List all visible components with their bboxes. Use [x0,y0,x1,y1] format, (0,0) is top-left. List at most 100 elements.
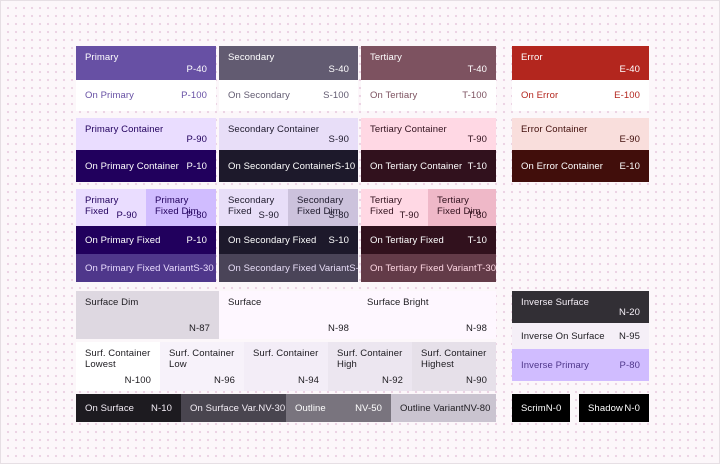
swatch-primary-container[interactable]: Primary Container P-90 [76,118,216,150]
swatch-label: Tertiary Fixed Dim [437,195,481,217]
swatch-error-container[interactable]: Error Container E-90 [512,118,649,150]
swatch-tertiary-container[interactable]: Tertiary Container T-90 [361,118,496,150]
swatch-primary-fixed[interactable]: Primary Fixed P-90 [76,189,146,226]
swatch-on-tertiary-fixed[interactable]: On Tertiary Fixed T-10 [361,226,496,254]
swatch-secondary[interactable]: Secondary S-40 [219,46,358,80]
swatch-label: Tertiary [370,52,402,63]
swatch-surface-container-high[interactable]: Surf. Container High N-92 [328,342,412,391]
swatch-value: P-100 [181,90,207,101]
swatch-label: Tertiary Container [370,124,447,135]
swatch-label: Surf. Container Lowest [85,348,151,370]
swatch-label: Tertiary Fixed [370,195,402,217]
swatch-surface[interactable]: Surface N-98 [219,291,358,339]
swatch-label: Secondary Container [228,124,320,135]
swatch-on-secondary-container[interactable]: On Secondary Container S-10 [219,150,358,182]
swatch-on-tertiary-container[interactable]: On Tertiary Container T-10 [361,150,496,182]
swatch-value: N-94 [298,375,319,386]
swatch-value: T-10 [467,234,487,246]
swatch-surface-container-highest[interactable]: Surf. Container Highest N-90 [412,342,496,391]
swatch-label: Surf. Container Highest [421,348,487,370]
swatch-on-tertiary-fixed-variant[interactable]: On Tertiary Fixed Variant T-30 [361,254,496,282]
swatch-outline-variant[interactable]: Outline Variant NV-80 [391,394,496,422]
swatch-on-secondary[interactable]: On Secondary S-100 [219,80,358,111]
swatch-value: E-100 [614,90,640,101]
swatch-value: T-100 [462,90,487,101]
swatch-value: E-90 [619,134,640,145]
swatch-value: S-80 [328,210,349,221]
swatch-label: On Primary [85,90,135,101]
swatch-label: On Secondary [228,90,290,101]
swatch-on-secondary-fixed[interactable]: On Secondary Fixed S-10 [219,226,358,254]
swatch-inverse-primary[interactable]: Inverse Primary P-80 [512,349,649,381]
swatch-on-primary-container[interactable]: On Primary Container P-10 [76,150,216,182]
swatch-value: N-87 [189,323,210,334]
swatch-secondary-container[interactable]: Secondary Container S-90 [219,118,358,150]
swatch-on-primary[interactable]: On Primary P-100 [76,80,216,111]
swatch-value: S-90 [328,134,349,145]
swatch-label: On Secondary Fixed [228,234,317,246]
swatch-on-primary-fixed-variant[interactable]: On Primary Fixed Variant S-30 [76,254,216,282]
swatch-label: Surf. Container Low [169,348,235,370]
swatch-inverse-surface[interactable]: Inverse Surface N-20 [512,291,649,323]
swatch-value: N-20 [619,307,640,318]
swatch-value: N-100 [124,375,151,386]
swatch-inverse-on-surface[interactable]: Inverse On Surface N-95 [512,323,649,349]
swatch-primary-fixed-dim[interactable]: Primary Fixed Dim P-80 [146,189,216,226]
swatch-secondary-fixed[interactable]: Secondary Fixed S-90 [219,189,288,226]
swatch-value: T-90 [399,210,419,221]
swatch-secondary-fixed-dim[interactable]: Secondary Fixed Dim S-80 [288,189,358,226]
swatch-error[interactable]: Error E-40 [512,46,649,80]
swatch-label: On Primary Fixed Variant [85,262,194,274]
swatch-label: Surf. Container High [337,348,403,370]
swatch-surface-container[interactable]: Surf. Container N-94 [244,342,328,391]
swatch-surface-container-lowest[interactable]: Surf. Container Lowest N-100 [76,342,160,391]
swatch-on-tertiary[interactable]: On Tertiary T-100 [361,80,496,111]
swatch-value: P-40 [186,64,207,75]
swatch-label: On Tertiary Fixed [370,234,444,246]
swatch-on-surface-variant[interactable]: On Surface Var. NV-30 [181,394,286,422]
swatch-label: On Surface [85,402,135,414]
swatch-value: N-92 [382,375,403,386]
swatch-on-error[interactable]: On Error E-100 [512,80,649,111]
swatch-tertiary[interactable]: Tertiary T-40 [361,46,496,80]
swatch-tertiary-fixed[interactable]: Tertiary Fixed T-90 [361,189,428,226]
swatch-label: On Tertiary Fixed Variant [370,262,477,274]
swatch-primary[interactable]: Primary P-40 [76,46,216,80]
swatch-value: P-90 [116,210,137,221]
swatch-on-surface[interactable]: On Surface N-10 [76,394,181,422]
swatch-value: T-10 [467,160,487,172]
swatch-value: P-90 [186,134,207,145]
swatch-label: Inverse Surface [521,297,590,308]
swatch-surface-container-low[interactable]: Surf. Container Low N-96 [160,342,244,391]
swatch-label: Shadow [588,402,623,414]
swatch-surface-bright[interactable]: Surface Bright N-98 [358,291,496,339]
swatch-surface-dim[interactable]: Surface Dim N-87 [76,291,219,339]
swatch-label: Surface Bright [367,297,429,308]
swatch-value: N-98 [466,323,487,334]
swatch-value: N-0 [624,402,640,414]
swatch-value: N-98 [328,323,349,334]
swatch-outline[interactable]: Outline NV-50 [286,394,391,422]
swatch-label: Surf. Container [253,348,319,359]
swatch-value: P-80 [619,359,640,371]
swatch-value: N-10 [151,402,172,414]
swatch-label: Surface Dim [85,297,139,308]
swatch-value: E-10 [619,160,640,172]
swatch-shadow[interactable]: Shadow N-0 [579,394,649,422]
swatch-value: T-90 [467,134,487,145]
swatch-on-error-container[interactable]: On Error Container E-10 [512,150,649,182]
swatch-on-secondary-fixed-variant[interactable]: On Secondary Fixed Variant S-30 [219,254,370,282]
swatch-value: T-40 [467,64,487,75]
swatch-value: NV-80 [463,402,491,414]
swatch-tertiary-fixed-dim[interactable]: Tertiary Fixed Dim T-80 [428,189,496,226]
swatch-label: Secondary [228,52,275,63]
swatch-value: NV-50 [355,402,382,414]
swatch-label: Primary [85,52,119,63]
swatch-scrim[interactable]: Scrim N-0 [512,394,570,422]
swatch-on-primary-fixed[interactable]: On Primary Fixed P-10 [76,226,216,254]
swatch-label: Primary Fixed Dim [155,195,199,217]
swatch-label: Primary Container [85,124,164,135]
swatch-value: NV-30 [258,402,286,414]
swatch-label: Surface [228,297,262,308]
